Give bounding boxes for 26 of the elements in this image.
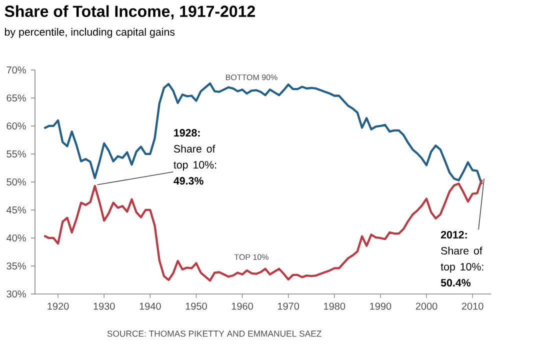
x-tick-label: 1980	[324, 302, 346, 310]
x-tick-label: 1940	[140, 302, 161, 310]
y-tick-label: 55%	[6, 150, 26, 158]
series-label: BOTTOM 90%	[226, 74, 278, 80]
y-tick-label: 40%	[6, 234, 26, 242]
source-note: SOURCE: THOMAS PIKETTY AND EMMANUEL SAEZ	[107, 330, 322, 337]
annotation: 1928: Share of top 10%: 49.3%	[174, 129, 216, 185]
y-tick-label: 30%	[6, 290, 26, 298]
x-tick-label: 1970	[278, 302, 300, 310]
chart-title: Share of Total Income, 1917-2012	[4, 5, 255, 20]
y-tick-label: 65%	[6, 94, 26, 102]
y-tick-label: 60%	[6, 122, 26, 130]
series-label: TOP 10%	[234, 254, 268, 260]
x-tick-label: 1930	[94, 302, 115, 310]
annotation: 2012: Share of top 10%: 50.4%	[440, 230, 484, 287]
y-tick-label: 35%	[6, 262, 26, 270]
x-tick-label: 2010	[462, 302, 484, 310]
x-tick-label: 2000	[416, 302, 438, 310]
chart-subtitle: by percentile, including capital gains	[4, 28, 175, 38]
x-tick-label: 1920	[48, 302, 69, 310]
y-tick-label: 70%	[6, 66, 26, 74]
x-tick-label: 1950	[186, 302, 207, 310]
y-tick-label: 50%	[6, 178, 26, 186]
y-tick-label: 45%	[6, 206, 26, 214]
x-tick-label: 1990	[370, 302, 392, 310]
x-tick-label: 1960	[232, 302, 253, 310]
